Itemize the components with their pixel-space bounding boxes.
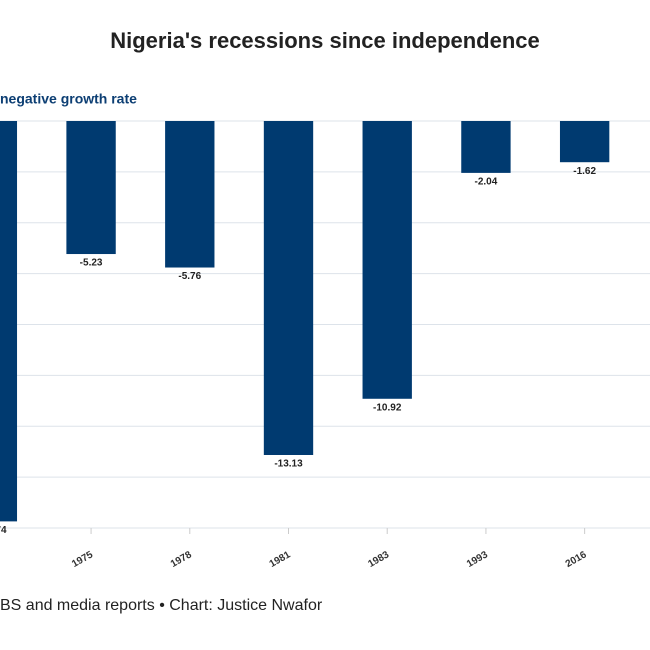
data-label: -2.04 [475, 177, 498, 188]
bar [165, 121, 215, 268]
bar [263, 121, 314, 455]
bar [362, 121, 412, 399]
data-label: -5.76 [178, 271, 201, 282]
data-label: -1.62 [573, 166, 596, 177]
x-tick-label: 1993 [465, 549, 490, 570]
bar [0, 121, 18, 522]
chart-subtitle: negative growth rate [0, 91, 137, 107]
data-label: -5.23 [80, 258, 103, 269]
bar [559, 121, 610, 163]
bar [461, 121, 511, 173]
data-label: -10.92 [373, 402, 402, 413]
bar [66, 121, 116, 255]
chart-title: Nigeria's recessions since independence [110, 28, 540, 53]
source-note: BS and media reports • Chart: Justice Nw… [0, 597, 323, 614]
x-tick-label: 2016 [564, 549, 589, 570]
x-tick-label: 1978 [169, 549, 194, 570]
x-tick-label: 1983 [366, 549, 391, 570]
x-tick-label: 1981 [268, 549, 293, 570]
x-tick-label: 1975 [70, 549, 95, 570]
data-label: -13.13 [274, 459, 303, 470]
data-label: -15.74 [0, 525, 7, 536]
